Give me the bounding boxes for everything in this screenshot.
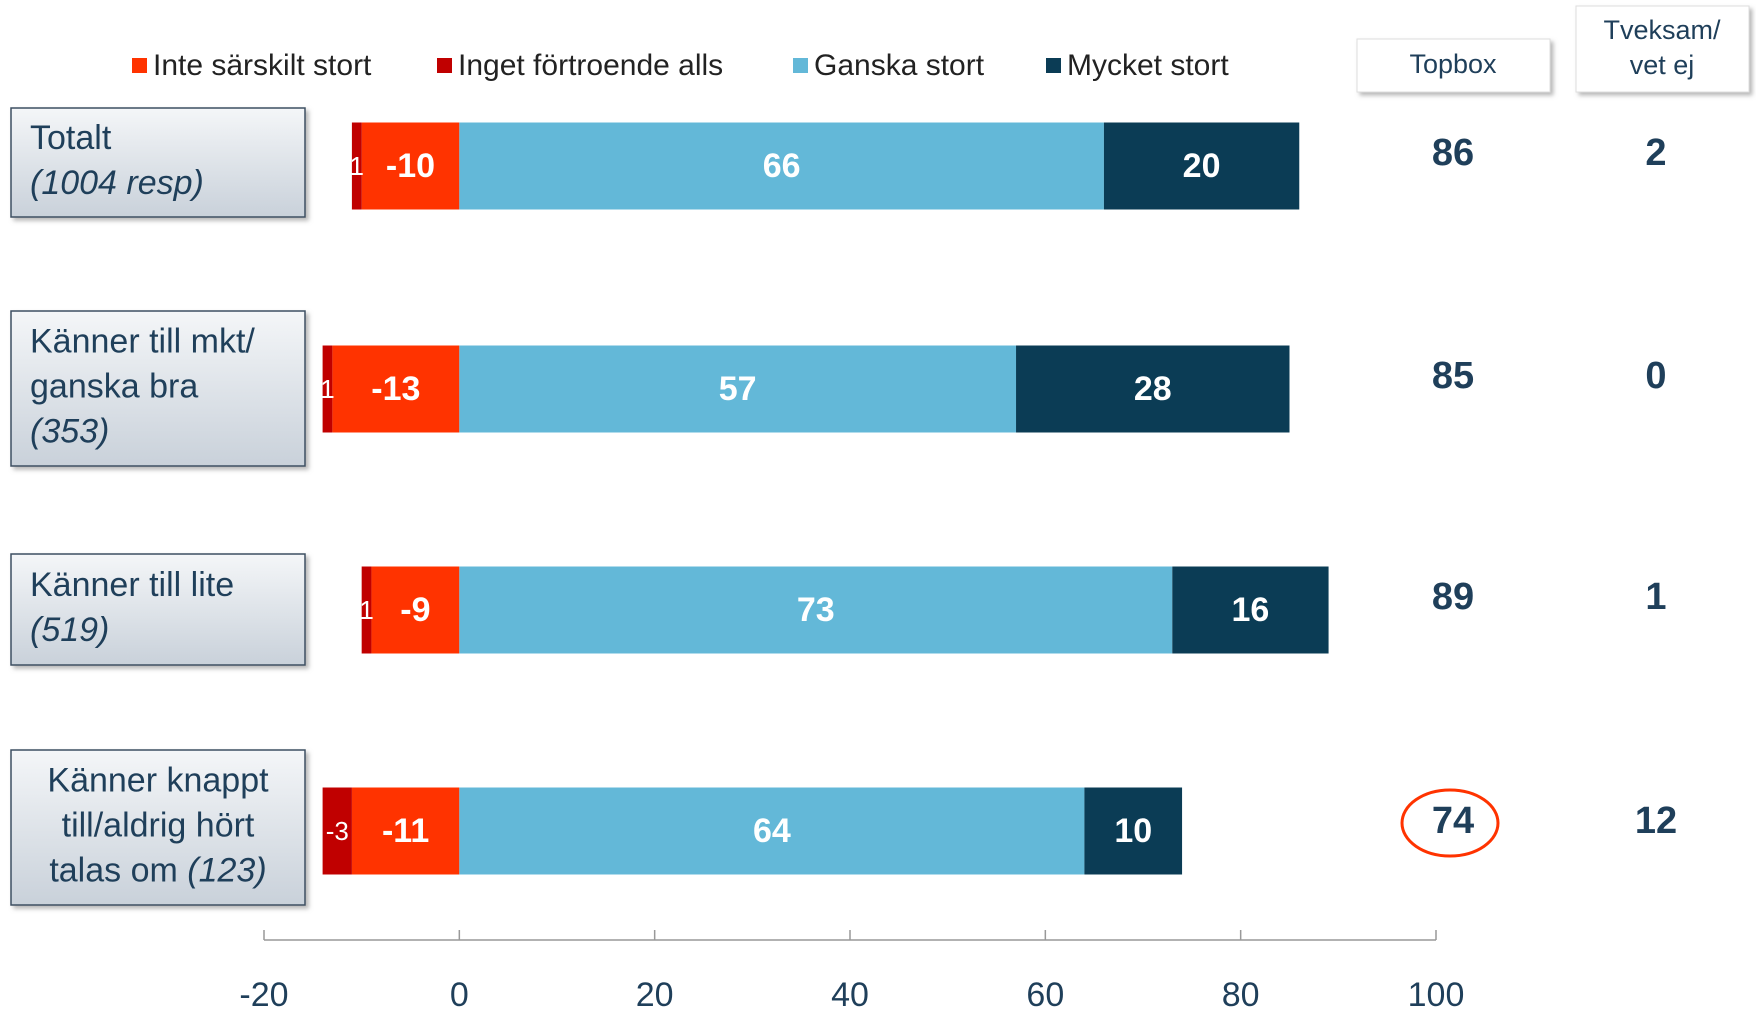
data-label: 66 xyxy=(763,147,801,185)
bar-segment xyxy=(1172,566,1329,654)
data-label: 73 xyxy=(797,591,835,629)
category-label: ganska bra xyxy=(30,367,198,405)
data-label: 1 xyxy=(320,374,334,404)
data-label: 1 xyxy=(350,151,364,181)
category-note: (519) xyxy=(30,611,109,649)
data-label: 10 xyxy=(1114,812,1152,850)
legend-label: Inget förtroende alls xyxy=(458,49,723,82)
highlight-circle xyxy=(1400,788,1500,858)
category-line: Känner till lite xyxy=(30,566,234,604)
data-label: -13 xyxy=(371,370,420,408)
topbox-value: 74 xyxy=(1432,800,1474,842)
data-label: -11 xyxy=(382,812,429,850)
category-label: Känner till mkt/ xyxy=(30,322,255,360)
bar-segment xyxy=(459,566,1173,654)
x-tick-label: 40 xyxy=(831,976,869,1012)
x-tick-label: 0 xyxy=(450,976,469,1012)
x-tick-label: 100 xyxy=(1408,976,1465,1012)
header-topbox: Topbox xyxy=(1409,49,1497,79)
topbox-value: 86 xyxy=(1432,132,1474,174)
data-label: 64 xyxy=(753,812,791,850)
data-label: -3 xyxy=(326,816,349,846)
bar-segment xyxy=(371,566,460,654)
bar-segment xyxy=(459,345,1017,433)
category-line: Känner knappt xyxy=(47,761,269,799)
header-box xyxy=(1575,5,1750,93)
category-line: ganska bra xyxy=(30,367,198,405)
unsure-value: 0 xyxy=(1645,355,1666,397)
legend-swatch xyxy=(793,58,808,73)
bar-segment xyxy=(361,566,372,654)
legend-swatch xyxy=(437,58,452,73)
bar-segment xyxy=(1103,122,1300,210)
legend-label: Ganska stort xyxy=(814,49,985,82)
topbox-value: 89 xyxy=(1432,576,1474,618)
data-label: 57 xyxy=(719,370,757,408)
legend-swatch xyxy=(1046,58,1061,73)
category-line: Känner till mkt/ xyxy=(30,322,255,360)
category-box xyxy=(10,310,306,467)
header-unsure: vet ej xyxy=(1630,50,1695,80)
bar-segment xyxy=(1016,345,1290,433)
legend-label: Mycket stort xyxy=(1067,49,1229,82)
x-tick-label: 60 xyxy=(1026,976,1064,1012)
x-tick-label: 80 xyxy=(1222,976,1260,1012)
category-box xyxy=(10,107,306,218)
legend-swatch xyxy=(132,58,147,73)
bar-segment xyxy=(322,787,352,875)
category-line: till/aldrig hört xyxy=(62,806,255,844)
x-tick-label: 20 xyxy=(636,976,674,1012)
category-note: (1004 resp) xyxy=(30,164,204,202)
category-box xyxy=(10,749,306,906)
header-box xyxy=(1356,38,1551,93)
data-label: 20 xyxy=(1183,147,1221,185)
data-label: 28 xyxy=(1134,370,1172,408)
unsure-value: 2 xyxy=(1645,132,1666,174)
header-unsure: Tveksam/ xyxy=(1603,15,1721,45)
category-box xyxy=(10,553,306,666)
category-label: Totalt xyxy=(30,119,112,157)
bar-segment xyxy=(361,122,460,210)
data-label: 16 xyxy=(1232,591,1270,629)
bar-segment xyxy=(459,122,1104,210)
legend-label: Inte särskilt stort xyxy=(153,49,372,82)
category-note: (353) xyxy=(30,412,109,450)
unsure-value: 12 xyxy=(1635,800,1677,842)
category-note: (123) xyxy=(187,851,266,889)
topbox-value: 85 xyxy=(1432,355,1474,397)
data-label: 1 xyxy=(359,595,373,625)
bar-segment xyxy=(1084,787,1183,875)
bar-segment xyxy=(351,787,460,875)
data-label: -9 xyxy=(400,591,430,629)
unsure-value: 1 xyxy=(1645,576,1666,618)
x-tick-label: -20 xyxy=(239,976,288,1012)
category-line: Totalt xyxy=(30,119,112,157)
bar-segment xyxy=(459,787,1085,875)
bar-segment xyxy=(332,345,460,433)
category-label: Känner till lite xyxy=(30,566,234,604)
category-label: Känner knappt xyxy=(47,761,269,799)
bar-segment xyxy=(351,122,362,210)
data-label: -10 xyxy=(386,147,435,185)
category-label: talas om (123) xyxy=(49,851,266,889)
category-label: till/aldrig hört xyxy=(62,806,255,844)
bar-segment xyxy=(322,345,333,433)
category-line: talas om xyxy=(49,851,178,889)
